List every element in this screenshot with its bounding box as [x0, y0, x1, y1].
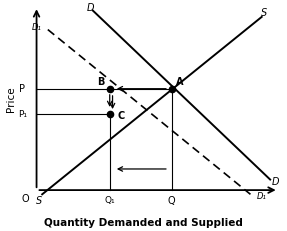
- Text: S: S: [36, 196, 42, 206]
- Text: B: B: [98, 77, 105, 87]
- Text: D₁: D₁: [257, 192, 267, 201]
- Text: Q: Q: [168, 196, 175, 206]
- Text: P: P: [20, 84, 26, 94]
- Text: D₁: D₁: [32, 23, 42, 32]
- Text: O: O: [22, 194, 29, 204]
- Text: C: C: [117, 111, 125, 121]
- Text: Price: Price: [6, 86, 16, 112]
- Text: D: D: [86, 3, 94, 13]
- Text: P₁: P₁: [18, 109, 27, 119]
- Text: A: A: [176, 77, 184, 87]
- X-axis label: Quantity Demanded and Supplied: Quantity Demanded and Supplied: [44, 218, 243, 228]
- Text: D: D: [272, 177, 280, 187]
- Text: Q₁: Q₁: [104, 196, 115, 205]
- Text: S: S: [261, 8, 268, 18]
